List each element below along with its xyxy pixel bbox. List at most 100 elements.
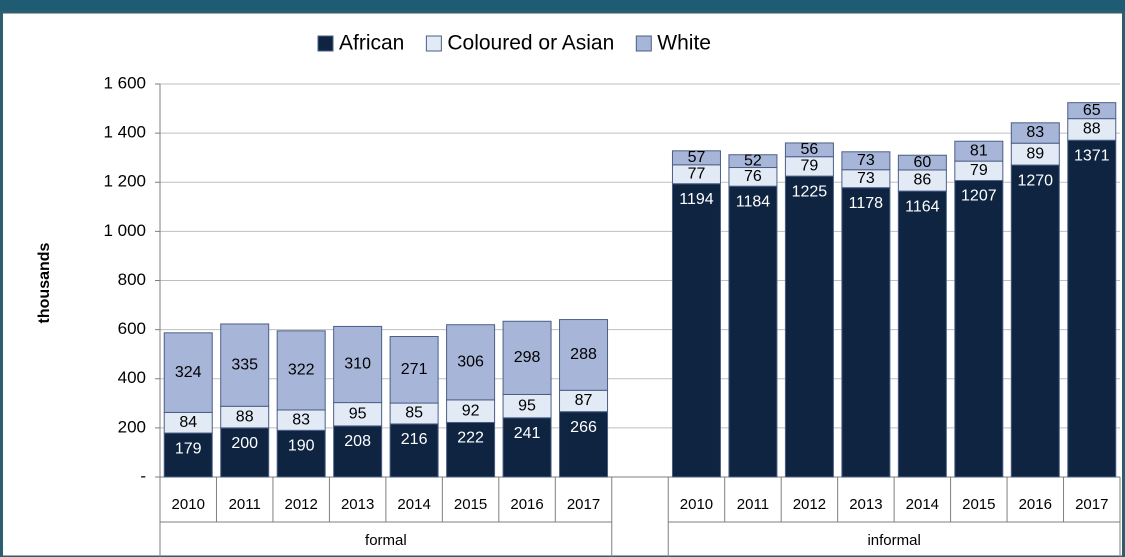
bar-segment — [841, 151, 891, 171]
x-tick-label: 2014 — [906, 496, 939, 513]
data-label: 1270 — [1017, 172, 1053, 189]
x-tick-label: 2014 — [397, 496, 430, 513]
data-label: 95 — [518, 397, 536, 414]
data-label: 216 — [401, 431, 428, 448]
x-tick-label: 2016 — [510, 496, 543, 513]
group-label: informal — [867, 532, 920, 549]
y-tick-label: 800 — [118, 270, 146, 289]
data-label: 1184 — [736, 193, 771, 210]
data-label: 266 — [570, 419, 597, 436]
y-tick-label: 1 000 — [103, 221, 146, 240]
data-label: 288 — [570, 346, 597, 363]
data-label: 81 — [970, 142, 988, 159]
x-tick-label: 2015 — [962, 496, 995, 513]
bar-segment — [276, 330, 326, 411]
bar-segment — [784, 175, 834, 478]
data-label: 88 — [236, 408, 254, 425]
data-label: 1178 — [849, 195, 884, 212]
y-tick-label: 1 200 — [103, 172, 146, 191]
data-label: 83 — [1026, 124, 1044, 141]
y-tick-label: 1 400 — [103, 123, 146, 142]
x-tick-label: 2010 — [680, 496, 713, 513]
legend-label: Coloured or Asian — [447, 32, 614, 55]
data-label: 85 — [405, 405, 423, 422]
bar-segment — [671, 150, 721, 166]
data-label: 306 — [457, 354, 484, 371]
data-label: 335 — [231, 356, 258, 373]
data-label: 1207 — [961, 188, 997, 205]
bar-segment — [1010, 164, 1060, 478]
x-tick-label: 2011 — [737, 496, 769, 513]
legend-swatch — [635, 35, 652, 52]
y-tick-label: 200 — [118, 417, 146, 436]
data-label: 57 — [688, 149, 706, 166]
data-label: 76 — [744, 168, 762, 185]
bar-segment — [954, 180, 1004, 478]
data-label: 73 — [857, 170, 875, 187]
data-label: 73 — [857, 152, 875, 169]
data-label: 83 — [292, 411, 310, 428]
legend-label: White — [657, 32, 711, 55]
data-label: 87 — [575, 392, 593, 409]
legend-swatch — [317, 35, 334, 52]
bar-segment — [1067, 102, 1117, 120]
y-tick-label: 400 — [118, 368, 146, 387]
x-tick-label: 2012 — [793, 496, 826, 513]
bar-segment — [220, 427, 270, 478]
bar-segment — [446, 324, 496, 401]
data-label: 1225 — [792, 183, 828, 200]
data-label: 79 — [801, 158, 819, 175]
data-label: 88 — [1083, 121, 1101, 138]
x-tick-label: 2015 — [454, 496, 487, 513]
bar-segment — [559, 319, 609, 391]
bar-segment — [954, 140, 1004, 162]
data-label: 298 — [514, 349, 541, 366]
data-label: 56 — [801, 141, 819, 158]
x-tick-label: 2016 — [1019, 496, 1052, 513]
data-label: 190 — [288, 438, 315, 455]
bar-segment — [502, 320, 552, 395]
data-label: 79 — [970, 162, 988, 179]
data-label: 1371 — [1074, 147, 1110, 164]
data-label: 1164 — [905, 198, 940, 215]
data-label: 241 — [514, 425, 541, 442]
data-label: 208 — [344, 433, 371, 450]
bar-segment — [389, 336, 439, 404]
data-label: 1194 — [679, 191, 714, 208]
x-tick-label: 2011 — [229, 496, 261, 513]
group-label: formal — [365, 532, 407, 549]
bar-segment — [220, 323, 270, 407]
data-label: 200 — [231, 435, 258, 452]
bar-segment — [784, 142, 834, 158]
data-label: 92 — [462, 402, 480, 419]
bar-segment — [389, 423, 439, 478]
legend-label: African — [339, 32, 404, 55]
legend-swatch — [425, 35, 442, 52]
data-label: 89 — [1026, 145, 1044, 162]
data-label: 179 — [175, 440, 202, 457]
title-band — [0, 0, 1125, 12]
bar-segment — [728, 154, 778, 169]
bar-segment — [559, 411, 609, 478]
bar-segment — [163, 332, 213, 413]
y-axis-title: thousands — [36, 242, 53, 323]
bar-segment — [1010, 122, 1060, 144]
bar-segment — [163, 432, 213, 478]
bar-segment — [333, 425, 383, 478]
data-label: 95 — [349, 405, 367, 422]
data-label: 52 — [744, 152, 762, 169]
x-tick-label: 2013 — [341, 496, 374, 513]
data-label: 86 — [913, 172, 931, 189]
data-label: 222 — [457, 430, 484, 447]
data-label: 77 — [688, 165, 706, 182]
bar-segment — [841, 187, 891, 478]
y-tick-label: 600 — [118, 319, 146, 338]
data-label: 65 — [1083, 102, 1101, 119]
bar-segment — [502, 417, 552, 478]
x-tick-label: 2013 — [849, 496, 882, 513]
y-tick-label: - — [140, 466, 146, 485]
data-label: 84 — [179, 414, 197, 431]
x-tick-label: 2017 — [1075, 496, 1108, 513]
bar-segment — [671, 183, 721, 478]
